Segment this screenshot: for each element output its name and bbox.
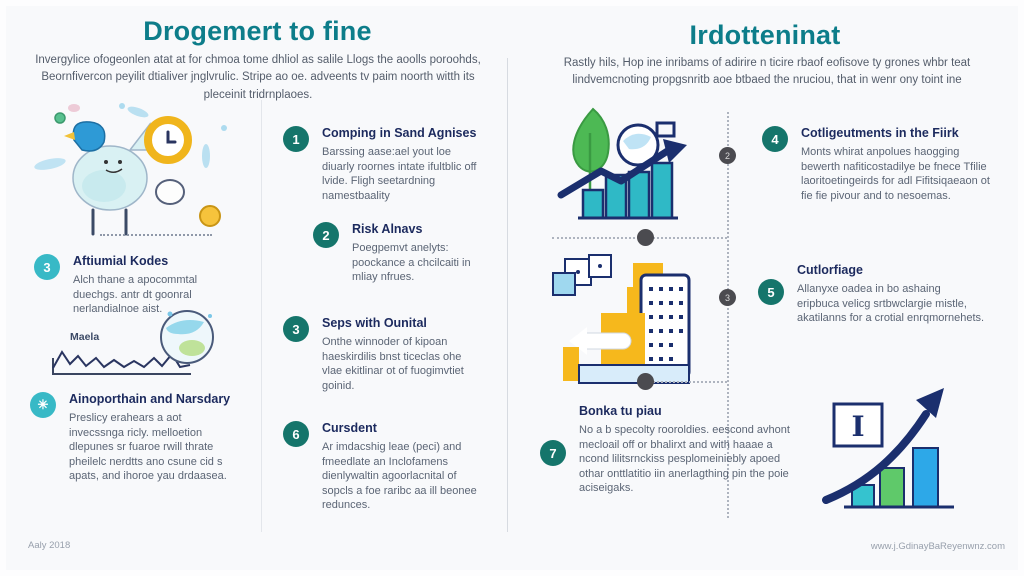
piggy-smile: [105, 168, 123, 173]
clock-hands: [166, 130, 177, 144]
step-number-badge: 1: [283, 126, 309, 152]
piggy-underline: [100, 234, 212, 236]
step-number-badge: 5: [758, 279, 784, 305]
arrowhead: [663, 139, 687, 163]
letter-box: [832, 402, 884, 448]
splash-icon: [34, 158, 66, 170]
step-body: Barssing aase:ael yout loe diuarly roorn…: [322, 146, 477, 202]
left-column-divider: [261, 100, 262, 532]
bar: [879, 467, 905, 508]
yellow-block: [563, 347, 579, 381]
sparkle-badge: ✳: [30, 392, 56, 418]
list-item: 5 Cutlorfiage Allanyxe oadea in bo ashai…: [758, 263, 985, 326]
window-dots: [649, 287, 683, 361]
step-number-badge: 7: [540, 440, 566, 466]
list-item: ✳ Ainoporthain and Narsdary Preslicy era…: [30, 392, 255, 484]
bird-icon: [72, 121, 106, 152]
bird-beak: [64, 132, 75, 140]
list-item: 1 Comping in Sand Agnises Barssing aase:…: [283, 126, 485, 203]
step-body: Onthe winnoder of kipoan haeskirdilis bn…: [322, 336, 464, 392]
list-item: 2 Risk Alnavs Poegpemvt anelyts: poockan…: [313, 222, 484, 285]
step-title: Cotligeutments in the Fiirk: [801, 126, 959, 140]
timeline-node: [637, 373, 654, 390]
step-body: Ar imdacshig leae (peci) and fmeedlate a…: [322, 441, 477, 512]
timeline-line: [727, 112, 729, 518]
piggy-eye: [118, 160, 122, 164]
footer-url: www.j.GdinayBaReyenwnz.com: [870, 541, 1005, 552]
left-section-subtitle: Invergylice ofogeonlen atat at for chmoa…: [35, 54, 481, 101]
step-number-badge: 6: [283, 421, 309, 447]
puzzle-piece: [552, 272, 576, 296]
step-title: Seps with Ounital: [322, 316, 427, 330]
arrowhead: [916, 388, 944, 418]
right-section-title: Irdotteninat: [689, 20, 841, 50]
growth-chart-illustration: [557, 107, 687, 220]
base-platform: [578, 364, 690, 384]
sparkline-label: Maela: [70, 331, 100, 343]
list-item: 3 Seps with Ounital Onthe winnoder of ki…: [283, 316, 482, 393]
step-number-badge: 2: [313, 222, 339, 248]
timeline-node: 3: [719, 289, 736, 306]
flag-icon: [655, 121, 676, 138]
step-body: Monts whirat anpolues haogging bewerth n…: [801, 146, 990, 202]
piggy-bank-illustration: [34, 103, 227, 236]
step-title: Risk Alnavs: [352, 222, 423, 236]
list-item: 7 Bonka tu piau No a b specolty rooroldi…: [540, 404, 801, 496]
step-title: Ainoporthain and Narsdary: [69, 392, 231, 406]
bar: [627, 170, 651, 220]
bar: [581, 188, 605, 220]
step-title: Cutlorfiage: [797, 263, 863, 277]
timeline-connector: [645, 381, 727, 383]
bar: [912, 447, 939, 508]
center-divider: [507, 58, 508, 532]
trend-arrow-icon: [822, 410, 930, 504]
step-badge: 3: [34, 254, 60, 280]
building-illustration: [552, 254, 691, 384]
step-number-badge: 3: [283, 316, 309, 342]
step-title: Cursdent: [322, 421, 377, 435]
step-title: Bonka tu piau: [579, 404, 662, 418]
sparkline-chart: [52, 350, 191, 375]
step-body: Allanyxe oadea in bo ashaing eripbuca ve…: [797, 283, 985, 325]
step-body: Alch thane a apocommtal duechgs. antr dt…: [73, 274, 198, 316]
step-title: Aftiumial Kodes: [73, 254, 169, 268]
trend-arrow-icon: [557, 146, 673, 199]
list-item: 4 Cotligeutments in the Fiirk Monts whir…: [762, 126, 1001, 203]
left-section-title: Drogemert to fine: [143, 16, 372, 46]
pink-splash-icon: [68, 104, 80, 112]
footer-date: Aaly 2018: [28, 540, 71, 551]
sparkline-line: [52, 350, 191, 369]
piggy-legs: [91, 208, 128, 236]
list-item: 3 Aftiumial Kodes Alch thane a apocommta…: [34, 254, 254, 317]
bar: [650, 161, 674, 220]
sparkline-axis: [52, 358, 191, 375]
step-body: Poegpemvt anelyts: poockance a chcilcait…: [352, 242, 471, 284]
step-body: Preslicy erahears a aot invecssnga ricly…: [69, 412, 227, 483]
step-title: Comping in Sand Agnises: [322, 126, 477, 140]
bar-chart-arrow-illustration: I: [822, 388, 954, 509]
piggy-eye: [104, 160, 108, 164]
green-dot-icon: [54, 112, 66, 124]
timeline-node: 2: [719, 147, 736, 164]
right-section-subtitle: Rastly hils, Hop ine inribams of adirire…: [563, 57, 971, 87]
list-item: 6 Cursdent Ar imdacshig leae (peci) and …: [283, 421, 490, 513]
box-letter: I: [851, 410, 864, 443]
egg-icon: [155, 179, 185, 205]
duck-icon: [199, 205, 221, 227]
globe-icon: [160, 310, 214, 364]
timeline-node: [637, 229, 654, 246]
step-number-badge: 4: [762, 126, 788, 152]
step-body: No a b specolty rooroldies. eescond avho…: [579, 424, 790, 495]
